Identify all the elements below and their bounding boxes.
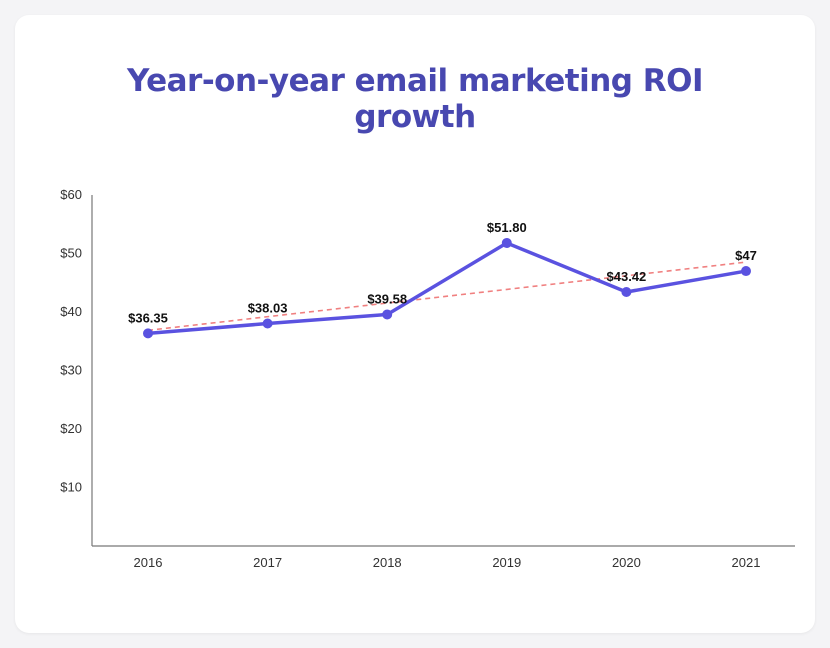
data-label: $39.58 bbox=[367, 291, 407, 306]
chart-title-line-1: Year-on-year email marketing ROI bbox=[126, 63, 704, 99]
y-tick-label: $60 bbox=[60, 187, 82, 202]
x-tick-label: 2019 bbox=[492, 555, 521, 570]
y-tick-label: $10 bbox=[60, 480, 82, 495]
x-tick-label: 2016 bbox=[134, 555, 163, 570]
x-tick-label: 2021 bbox=[732, 555, 761, 570]
y-tick-label: $20 bbox=[60, 421, 82, 436]
x-tick-label: 2018 bbox=[373, 555, 402, 570]
chart-card: Year-on-year email marketing ROI growth bbox=[15, 15, 815, 633]
data-point bbox=[501, 237, 512, 248]
data-point bbox=[382, 309, 393, 320]
data-label: $43.42 bbox=[607, 269, 647, 284]
data-label: $38.03 bbox=[248, 301, 288, 316]
x-tick-label: 2017 bbox=[253, 555, 282, 570]
data-point bbox=[621, 286, 632, 297]
y-tick-label: $30 bbox=[60, 363, 82, 378]
y-tick-label: $50 bbox=[60, 246, 82, 261]
data-label: $36.35 bbox=[128, 310, 168, 325]
data-label: $51.80 bbox=[487, 220, 527, 235]
x-tick-label: 2020 bbox=[612, 555, 641, 570]
data-point bbox=[741, 266, 751, 277]
chart-title-line-2: growth bbox=[354, 99, 476, 135]
data-label: $47 bbox=[735, 248, 757, 263]
y-tick-label: $40 bbox=[60, 304, 82, 319]
chart-title: Year-on-year email marketing ROI growth bbox=[15, 63, 815, 135]
series-line bbox=[146, 241, 748, 336]
trendline bbox=[147, 261, 747, 332]
data-point bbox=[262, 318, 273, 329]
data-point bbox=[143, 328, 153, 339]
